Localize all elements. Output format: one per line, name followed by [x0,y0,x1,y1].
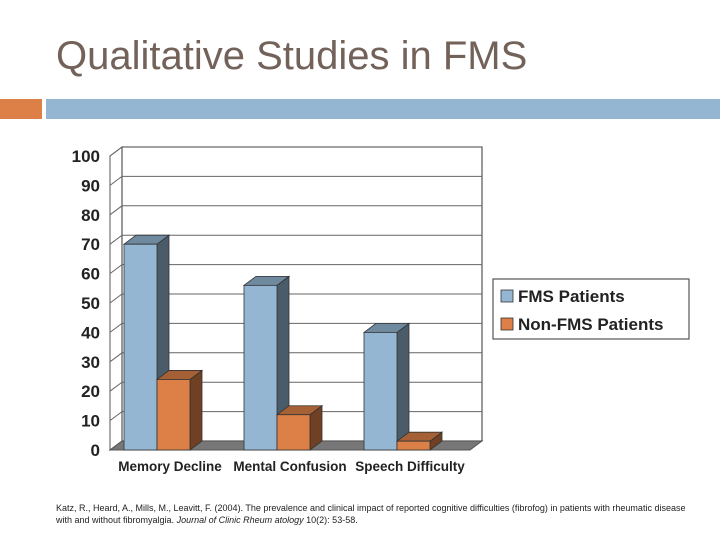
bar-front [276,414,311,451]
gridline [109,264,482,275]
y-tick-label: 10 [81,412,100,431]
chart-bars [122,234,444,451]
bar-side [396,322,410,451]
x-tick-label: Mental Confusion [233,459,346,474]
y-tick-label: 50 [81,294,100,313]
bar [362,322,411,451]
legend-swatch [500,317,514,331]
gridline [109,411,482,422]
gridline [109,146,482,157]
gridline [109,205,482,216]
bar [242,275,291,451]
y-tick-label: 100 [72,147,100,166]
bar-front [123,243,158,451]
legend-label: FMS Patients [518,287,625,306]
citation: Katz, R., Heard, A., Mills, M., Leavitt,… [56,502,696,526]
y-tick-label: 20 [81,382,100,401]
bar [155,369,204,451]
slide-title: Qualitative Studies in FMS [56,34,528,78]
accent-bar-right [46,99,720,119]
y-tick-label: 60 [81,265,100,284]
gridline [109,175,482,186]
gridline [109,322,482,333]
citation-journal: Journal of Clinic Rheum atology [176,515,304,525]
bar-side [189,369,203,451]
gridline [109,352,482,363]
bar [275,404,324,451]
bar-front [396,440,431,451]
chart-gridlines [109,146,482,422]
y-tick-label: 40 [81,323,100,342]
legend-box [492,278,690,340]
x-tick-label: Memory Decline [118,459,222,474]
y-tick-label: 80 [81,206,100,225]
bar [395,431,444,451]
y-tick-label: 90 [81,176,100,195]
y-tick-label: 30 [81,353,100,372]
y-tick-label: 70 [81,235,100,254]
x-tick-label: Speech Difficulty [355,459,465,474]
accent-bar-left [0,99,42,119]
y-tick-label: 0 [91,441,100,460]
gridline [109,381,482,392]
bar-front [156,379,191,451]
legend-label: Non-FMS Patients [518,315,663,334]
bar-front [243,284,278,451]
gridline [109,293,482,304]
gridline [109,234,482,245]
y-axis-ticks: 0 10 20 30 40 50 60 70 80 90 100 [72,147,100,460]
x-axis-labels: Memory Decline Mental Confusion Speech Dif… [118,459,465,474]
bar-front [363,331,398,451]
chart-legend: FMS Patients Non-FMS Patients [492,278,690,340]
citation-volume: 10(2): 53-58. [306,515,358,525]
citation-text: Katz, R., Heard, A., Mills, M., Leavitt,… [56,503,686,525]
bar-chart: 0 10 20 30 40 50 60 70 80 90 100 Memory Decline Men… [72,146,690,474]
legend-swatch [500,289,514,303]
